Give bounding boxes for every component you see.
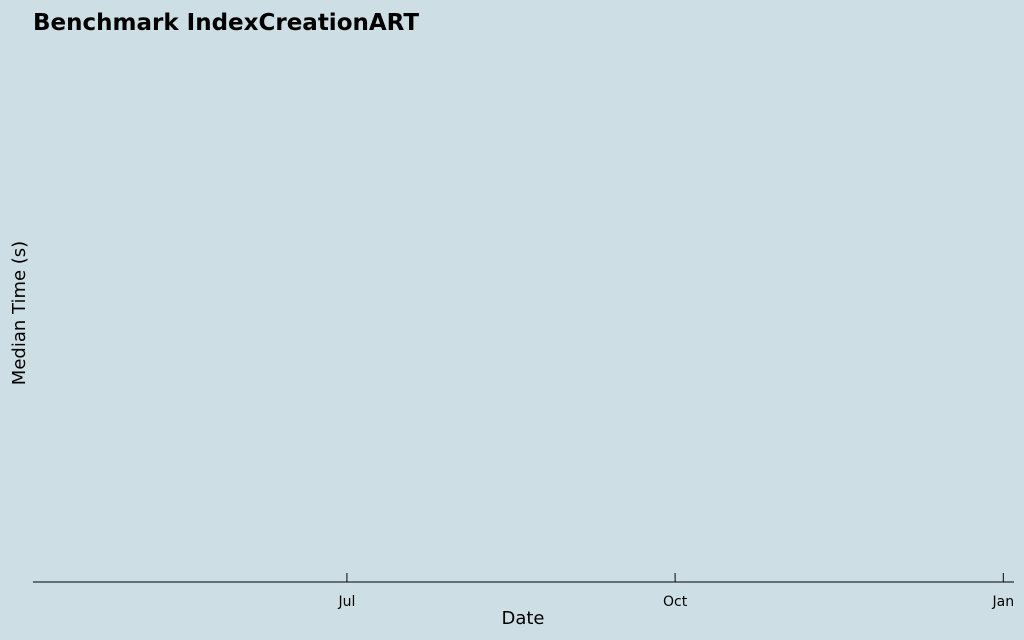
x-axis-label: Date [501, 608, 544, 629]
x-tick-label: Jan [992, 594, 1015, 610]
x-tick-label: Oct [663, 594, 688, 610]
chart-title: Benchmark IndexCreationART [33, 10, 419, 36]
y-axis-label: Median Time (s) [9, 241, 30, 385]
x-tick-label: Jul [337, 594, 355, 610]
x-ticks: Jul Oct Jan [337, 573, 1014, 610]
